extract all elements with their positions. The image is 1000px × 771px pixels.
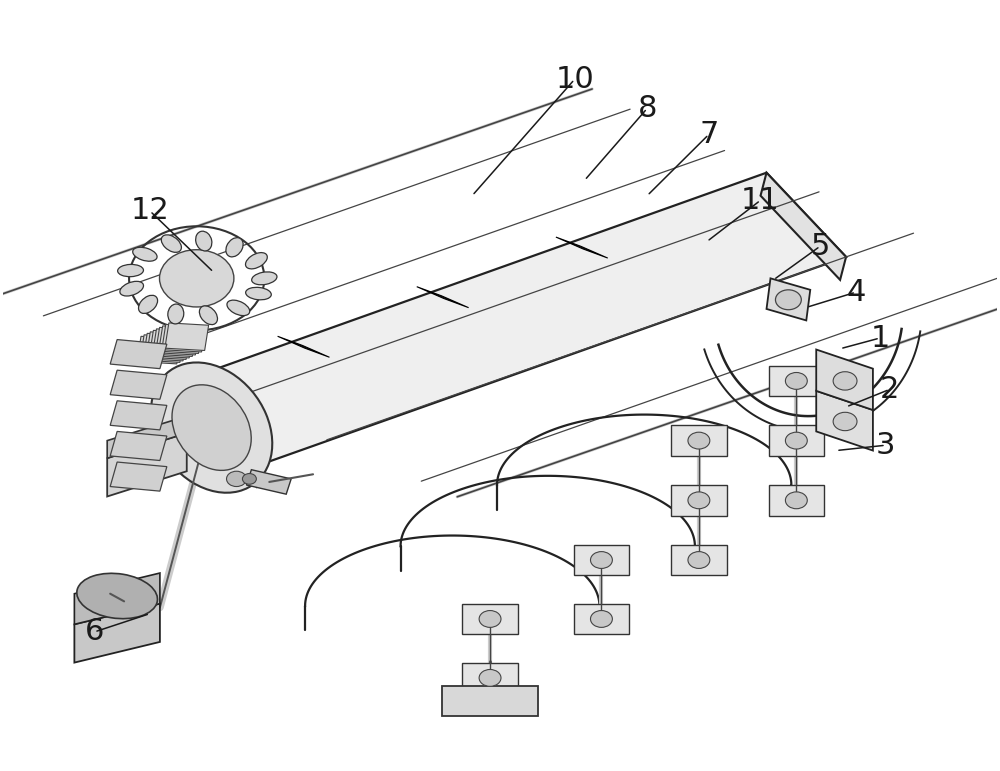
Text: 12: 12 xyxy=(131,197,169,225)
Circle shape xyxy=(590,551,612,568)
Polygon shape xyxy=(278,336,329,357)
Polygon shape xyxy=(110,432,167,460)
Polygon shape xyxy=(816,391,873,450)
Circle shape xyxy=(775,290,801,310)
Ellipse shape xyxy=(246,288,271,300)
Polygon shape xyxy=(442,685,538,716)
Ellipse shape xyxy=(168,304,184,324)
Text: 6: 6 xyxy=(85,618,104,646)
Polygon shape xyxy=(180,379,263,487)
Circle shape xyxy=(160,250,234,307)
Polygon shape xyxy=(152,329,196,356)
Polygon shape xyxy=(74,604,160,662)
Ellipse shape xyxy=(226,237,243,257)
Text: 2: 2 xyxy=(880,375,900,404)
Polygon shape xyxy=(671,545,727,575)
Polygon shape xyxy=(769,365,824,396)
Ellipse shape xyxy=(199,306,217,325)
Polygon shape xyxy=(671,426,727,456)
Circle shape xyxy=(785,433,807,449)
Polygon shape xyxy=(462,604,518,635)
Text: 7: 7 xyxy=(699,120,719,149)
Polygon shape xyxy=(187,173,846,463)
Circle shape xyxy=(590,611,612,628)
Circle shape xyxy=(785,492,807,509)
Polygon shape xyxy=(761,173,846,280)
Ellipse shape xyxy=(161,235,181,252)
Ellipse shape xyxy=(133,247,157,261)
Circle shape xyxy=(227,471,246,487)
Polygon shape xyxy=(143,333,187,361)
Text: 11: 11 xyxy=(741,186,780,215)
Polygon shape xyxy=(816,349,873,410)
Ellipse shape xyxy=(246,253,267,269)
Ellipse shape xyxy=(227,300,250,315)
Ellipse shape xyxy=(77,574,157,618)
Polygon shape xyxy=(671,485,727,516)
Polygon shape xyxy=(574,545,629,575)
Ellipse shape xyxy=(118,264,143,277)
Polygon shape xyxy=(110,339,167,369)
Polygon shape xyxy=(140,335,184,362)
Circle shape xyxy=(688,492,710,509)
Polygon shape xyxy=(107,433,187,497)
Polygon shape xyxy=(462,662,518,693)
Circle shape xyxy=(785,372,807,389)
Polygon shape xyxy=(107,416,187,458)
Text: 3: 3 xyxy=(876,431,896,460)
Polygon shape xyxy=(110,462,167,491)
Polygon shape xyxy=(137,336,181,364)
Circle shape xyxy=(833,372,857,390)
Circle shape xyxy=(242,473,256,484)
Text: 8: 8 xyxy=(637,94,657,123)
Polygon shape xyxy=(769,485,824,516)
Ellipse shape xyxy=(196,231,212,251)
Polygon shape xyxy=(159,326,202,353)
Ellipse shape xyxy=(120,281,144,296)
Polygon shape xyxy=(156,328,199,355)
Circle shape xyxy=(688,433,710,449)
Polygon shape xyxy=(165,323,209,351)
Polygon shape xyxy=(146,332,190,359)
Ellipse shape xyxy=(151,362,272,493)
Text: 10: 10 xyxy=(555,65,594,94)
Ellipse shape xyxy=(172,385,251,470)
Ellipse shape xyxy=(139,295,158,314)
Circle shape xyxy=(479,669,501,686)
Polygon shape xyxy=(110,401,167,430)
Text: 4: 4 xyxy=(846,278,866,307)
Polygon shape xyxy=(74,573,160,625)
Polygon shape xyxy=(149,330,193,358)
Polygon shape xyxy=(417,287,469,308)
Ellipse shape xyxy=(252,272,277,284)
Polygon shape xyxy=(556,237,608,258)
Polygon shape xyxy=(574,604,629,635)
Circle shape xyxy=(479,611,501,628)
Text: 1: 1 xyxy=(870,324,890,352)
Polygon shape xyxy=(246,470,291,494)
Polygon shape xyxy=(769,426,824,456)
Text: 5: 5 xyxy=(811,232,830,261)
Polygon shape xyxy=(110,370,167,399)
Polygon shape xyxy=(162,325,206,352)
Circle shape xyxy=(833,412,857,431)
Polygon shape xyxy=(767,278,810,321)
Circle shape xyxy=(688,551,710,568)
